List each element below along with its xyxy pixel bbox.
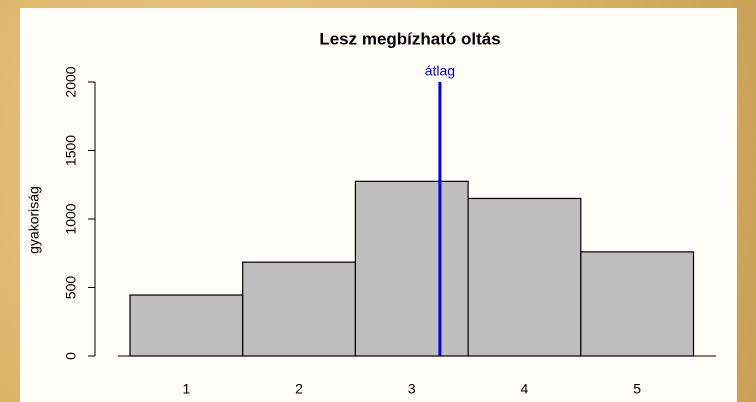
- x-tick-label: 2: [295, 381, 303, 397]
- y-tick-label: 500: [63, 276, 79, 300]
- x-tick-label: 5: [633, 381, 641, 397]
- y-axis-label: gyakoriság: [26, 186, 42, 254]
- bar: [129, 294, 244, 357]
- x-tick-label: 1: [182, 381, 190, 397]
- bar: [580, 251, 695, 357]
- bar: [354, 180, 469, 357]
- y-tick-label: 2000: [63, 66, 79, 97]
- bar: [242, 261, 356, 357]
- chart-title: Lesz megbízható oltás: [319, 29, 500, 48]
- mean-label: átlag: [425, 63, 455, 79]
- y-tick-label: 0: [63, 352, 79, 360]
- bar: [467, 197, 582, 357]
- y-tick-label: 1500: [63, 135, 79, 166]
- y-tick-label: 1000: [63, 203, 79, 234]
- x-tick-label: 4: [521, 381, 529, 397]
- x-tick-label: 3: [408, 381, 416, 397]
